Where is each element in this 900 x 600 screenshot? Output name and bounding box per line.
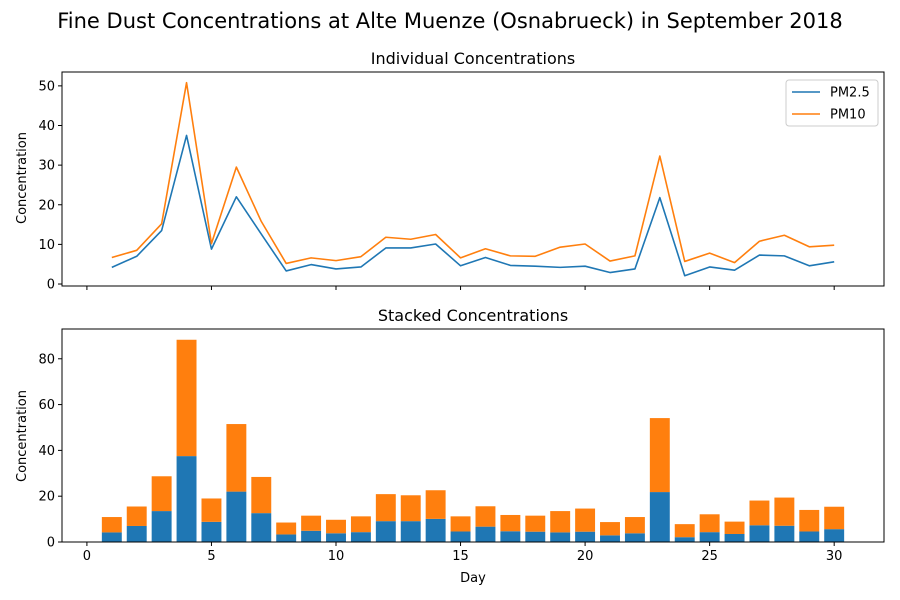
bar-chart-xlabel: Day bbox=[460, 571, 486, 586]
bar-pm25 bbox=[699, 532, 720, 542]
bar-pm10 bbox=[326, 519, 346, 534]
bar-pm10 bbox=[450, 516, 471, 532]
bar-pm10 bbox=[724, 521, 745, 534]
y-tick-label: 40 bbox=[38, 119, 55, 134]
bar-pm10 bbox=[400, 495, 421, 522]
bar-pm10 bbox=[176, 339, 197, 457]
bar-pm25 bbox=[575, 531, 596, 542]
y-tick-label: 60 bbox=[38, 398, 55, 413]
bar-pm25 bbox=[475, 526, 496, 542]
legend-label: PM2.5 bbox=[830, 86, 870, 101]
bar-pm25 bbox=[674, 537, 695, 542]
bar-pm10 bbox=[350, 516, 371, 533]
bar-pm25 bbox=[450, 531, 471, 542]
bar-pm25 bbox=[525, 531, 546, 542]
y-tick-label: 20 bbox=[38, 490, 55, 505]
bar-pm25 bbox=[301, 530, 322, 542]
bar-pm25 bbox=[126, 525, 147, 542]
x-tick-label: 25 bbox=[701, 549, 718, 564]
x-tick-label: 10 bbox=[328, 549, 345, 564]
bar-pm10 bbox=[126, 506, 147, 526]
bar-pm10 bbox=[699, 514, 720, 533]
bar-pm10 bbox=[799, 509, 820, 532]
x-tick-label: 30 bbox=[826, 549, 843, 564]
x-tick-label: 0 bbox=[83, 549, 91, 564]
bar-pm10 bbox=[575, 508, 596, 532]
bar-pm10 bbox=[276, 522, 297, 535]
y-tick-label: 0 bbox=[47, 278, 55, 293]
bar-pm10 bbox=[500, 514, 521, 532]
bar-pm10 bbox=[550, 511, 571, 533]
bar-pm10 bbox=[624, 517, 645, 534]
y-tick-label: 0 bbox=[47, 536, 55, 551]
bar-pm25 bbox=[600, 535, 620, 542]
bar-pm25 bbox=[500, 531, 521, 542]
bar-pm25 bbox=[724, 533, 745, 542]
line-chart-ylabel: Concentration bbox=[15, 132, 30, 224]
bar-pm25 bbox=[375, 521, 396, 542]
bar-pm25 bbox=[799, 531, 820, 542]
bar-pm25 bbox=[326, 533, 346, 542]
bar-pm10 bbox=[525, 515, 546, 532]
bar-pm10 bbox=[824, 506, 845, 530]
legend: PM2.5 PM10 bbox=[785, 79, 879, 127]
series-line-pm10 bbox=[111, 81, 835, 265]
y-tick-label: 30 bbox=[38, 159, 55, 174]
bar-pm10 bbox=[151, 476, 172, 512]
x-tick-label: 20 bbox=[577, 549, 594, 564]
bar-chart-ylabel: Concentration bbox=[15, 390, 30, 482]
bar-pm10 bbox=[649, 418, 670, 493]
bar-pm25 bbox=[176, 456, 197, 542]
y-tick-label: 20 bbox=[38, 198, 55, 213]
bar-pm10 bbox=[475, 506, 496, 527]
bar-pm10 bbox=[226, 424, 247, 492]
line-chart-frame bbox=[61, 71, 885, 287]
legend-label: PM10 bbox=[830, 108, 866, 123]
bar-pm10 bbox=[600, 522, 620, 536]
bar-pm25 bbox=[251, 513, 272, 542]
y-tick-label: 10 bbox=[38, 238, 55, 253]
bar-pm25 bbox=[649, 492, 670, 542]
x-tick-label: 5 bbox=[207, 549, 215, 564]
series-line-pm25 bbox=[111, 134, 835, 277]
bar-pm25 bbox=[101, 532, 122, 542]
bar-pm10 bbox=[251, 476, 272, 514]
y-tick-label: 80 bbox=[38, 352, 55, 367]
bar-pm25 bbox=[774, 525, 795, 542]
bar-pm10 bbox=[774, 497, 795, 526]
bar-chart-title: Stacked Concentrations bbox=[378, 306, 568, 325]
bar-pm10 bbox=[201, 498, 222, 522]
bar-pm25 bbox=[276, 534, 297, 542]
y-tick-label: 40 bbox=[38, 444, 55, 459]
line-chart-title: Individual Concentrations bbox=[371, 49, 576, 68]
bar-pm25 bbox=[624, 533, 645, 542]
bar-pm25 bbox=[749, 525, 770, 542]
line-chart-panel: Individual Concentrations Concentration … bbox=[15, 49, 885, 293]
bar-pm10 bbox=[749, 500, 770, 526]
bar-pm25 bbox=[425, 518, 446, 542]
bar-pm10 bbox=[375, 494, 396, 522]
bar-pm10 bbox=[425, 490, 446, 519]
bar-pm25 bbox=[151, 511, 172, 542]
bar-pm25 bbox=[824, 529, 845, 542]
bar-chart-frame bbox=[61, 328, 885, 543]
figure-title: Fine Dust Concentrations at Alte Muenze … bbox=[57, 9, 843, 33]
bar-pm25 bbox=[201, 521, 222, 542]
x-tick-label: 15 bbox=[452, 549, 469, 564]
bar-pm25 bbox=[350, 532, 371, 542]
bar-pm25 bbox=[226, 491, 247, 542]
stacked-bar-panel: Stacked Concentrations Concentration Day… bbox=[15, 306, 885, 586]
bar-pm25 bbox=[400, 521, 421, 542]
bar-pm10 bbox=[674, 524, 695, 538]
bar-pm25 bbox=[550, 532, 571, 542]
y-tick-label: 50 bbox=[38, 79, 55, 94]
bar-pm10 bbox=[101, 517, 122, 533]
bar-pm10 bbox=[301, 515, 322, 531]
